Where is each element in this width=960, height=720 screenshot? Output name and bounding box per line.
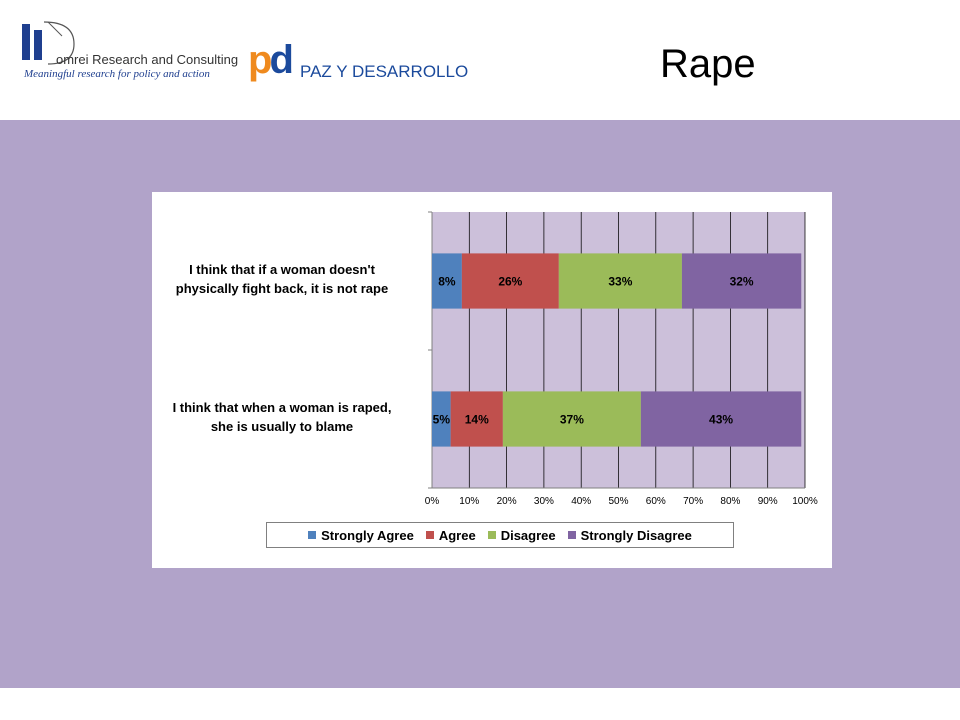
category-label-1-line-1: I think that if a woman doesn't (189, 262, 375, 277)
category-label-1: I think that if a woman doesn't physical… (162, 260, 402, 298)
legend-item-strongly-agree: Strongly Agree (308, 528, 414, 543)
data-label-1-agree: 26% (498, 275, 522, 289)
legend-swatch-disagree (487, 531, 496, 539)
page-title: Rape (660, 42, 756, 86)
bar-1-disagree (558, 253, 682, 309)
data-label-1-strongly-disagree: 32% (730, 275, 754, 289)
category-label-1-line-2: physically fight back, it is not rape (175, 281, 389, 296)
pazydesarrollo-logo: pd PAZ Y DESARROLLO (248, 40, 478, 90)
x-tick-label-3: 30% (534, 496, 554, 507)
x-tick-label-5: 50% (608, 496, 628, 507)
pd-logo-mark-d: d (269, 38, 294, 82)
stacked-bar-chart: 0% 10% 20% 30% 40% 50% 60% 70% 80% 90% 100% 8% 26% 33… (425, 211, 818, 507)
x-tick-label-10: 100% (792, 496, 818, 507)
chart-container: 0% 10% 20% 30% 40% 50% 60% 70% 80% 90% 100% 8% 26% 33… (152, 192, 832, 568)
bar-2-agree (450, 391, 503, 447)
x-tick-label-8: 80% (720, 496, 740, 507)
legend-swatch-agree (425, 531, 434, 539)
legend-swatch-strongly-agree (308, 531, 317, 539)
x-tick-label-9: 90% (758, 496, 778, 507)
x-tick-label-4: 40% (571, 496, 591, 507)
category-label-2-line-1: I think that when a woman is raped, (172, 400, 392, 415)
x-tick-label-7: 70% (683, 496, 703, 507)
bar-1-strongly-disagree (681, 253, 802, 309)
legend-label-agree: Agree (438, 527, 476, 543)
x-tick-label-2: 20% (497, 496, 517, 507)
data-label-2-agree: 14% (465, 413, 489, 427)
pd-logo-mark-p: p (248, 38, 273, 82)
x-tick-label-0: 0% (425, 496, 440, 507)
data-label-1-strongly-agree: 8% (438, 275, 456, 289)
pazydesarrollo-logo-name: PAZ Y DESARROLLO (300, 62, 469, 81)
bar-2-disagree (502, 391, 641, 447)
data-label-2-strongly-disagree: 43% (709, 413, 733, 427)
bar-2-strongly-disagree (640, 391, 802, 447)
legend-label-disagree: Disagree (500, 527, 556, 543)
bar-1-strongly-agree (432, 253, 462, 309)
bar-2-strongly-agree (432, 391, 451, 447)
x-tick-label-1: 10% (459, 496, 479, 507)
x-tick-label-6: 60% (646, 496, 666, 507)
chart-legend: Strongly Agree Agree Disagree Strongly Disa… (266, 522, 734, 548)
data-label-2-disagree: 37% (560, 413, 584, 427)
domrei-logo-mark-icon (22, 21, 75, 65)
legend-item-strongly-disagree: Strongly Disagree (567, 527, 692, 543)
pd-logo-mark: pd (248, 38, 294, 82)
domrei-logo: omrei Research and Consulting Meaningful… (18, 18, 248, 88)
legend-label-strongly-agree: Strongly Agree (321, 527, 414, 543)
data-label-1-disagree: 33% (608, 275, 632, 289)
category-label-2-line-2: she is usually to blame (210, 419, 354, 434)
bar-1-agree (461, 253, 559, 309)
slide-header: omrei Research and Consulting Meaningful… (0, 0, 960, 120)
legend-item-disagree: Disagree (487, 527, 556, 543)
domrei-logo-tagline: Meaningful research for policy and actio… (24, 68, 210, 80)
legend-swatch-strongly-disagree (567, 531, 576, 539)
legend-item-agree: Agree (425, 527, 476, 543)
domrei-logo-name: omrei Research and Consulting (56, 52, 239, 67)
legend-label-strongly-disagree: Strongly Disagree (580, 527, 692, 543)
data-label-2-strongly-agree: 5% (433, 413, 451, 427)
category-label-2: I think that when a woman is raped, she … (162, 398, 402, 436)
